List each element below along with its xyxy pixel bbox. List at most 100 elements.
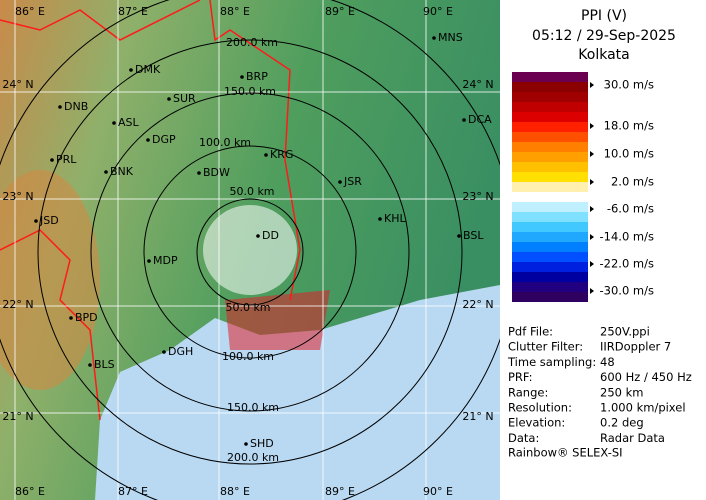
city-label: DMK bbox=[135, 63, 161, 76]
lon-label: 89° E bbox=[325, 485, 355, 498]
ring-label: 150.0 km bbox=[227, 401, 279, 414]
city-dot bbox=[432, 36, 436, 40]
lat-label: 22° N bbox=[2, 298, 33, 311]
city-label: DGH bbox=[168, 345, 193, 358]
info-label: Range: bbox=[508, 385, 548, 399]
city-label: ASL bbox=[118, 116, 140, 129]
city-label: KHL bbox=[384, 212, 406, 225]
city-label: PRL bbox=[56, 153, 77, 166]
legend-arrow bbox=[590, 179, 594, 185]
color-band bbox=[512, 172, 588, 182]
color-band bbox=[512, 292, 588, 302]
lon-label: 89° E bbox=[325, 5, 355, 18]
lat-label: 23° N bbox=[462, 190, 493, 203]
legend-label: -6.0 m/s bbox=[607, 202, 654, 216]
info-label: Clutter Filter: bbox=[508, 340, 583, 354]
color-band bbox=[512, 132, 588, 142]
city-dot bbox=[462, 118, 466, 122]
city-dot bbox=[58, 105, 62, 109]
clutter bbox=[203, 205, 297, 295]
info: Pdf File: 250V.ppi Clutter Filter: IIRDoppl… bbox=[507, 325, 692, 445]
legend-label: -14.0 m/s bbox=[600, 230, 654, 244]
ring-label: 100.0 km bbox=[222, 350, 274, 363]
legend-arrow bbox=[590, 123, 594, 129]
city-label: BDW bbox=[203, 166, 230, 179]
city-dot bbox=[256, 234, 260, 238]
color-band bbox=[512, 112, 588, 122]
color-band bbox=[512, 192, 588, 202]
city-dot bbox=[69, 316, 73, 320]
lat-label: 24° N bbox=[462, 78, 493, 91]
color-band bbox=[512, 162, 588, 172]
ring-label: 150.0 km bbox=[224, 85, 276, 98]
info-label: Resolution: bbox=[508, 401, 572, 415]
info-label: Data: bbox=[508, 431, 539, 445]
city-label: BNK bbox=[110, 165, 134, 178]
lat-label: 22° N bbox=[462, 298, 493, 311]
city-dot bbox=[147, 259, 151, 263]
lon-label: 88° E bbox=[220, 5, 250, 18]
legend-arrow bbox=[590, 206, 594, 212]
city-label: BPD bbox=[75, 311, 98, 324]
color-band bbox=[512, 102, 588, 112]
city-dot bbox=[197, 171, 201, 175]
city-dot bbox=[146, 138, 150, 142]
borders bbox=[0, 0, 301, 421]
city-label: BRP bbox=[246, 70, 268, 83]
info-value: 0.2 deg bbox=[600, 416, 644, 430]
color-band bbox=[512, 212, 588, 222]
color-band bbox=[512, 202, 588, 212]
city-dot bbox=[264, 153, 268, 157]
info-value: Radar Data bbox=[600, 431, 665, 445]
city-label: BSL bbox=[463, 229, 484, 242]
ring-label: 200.0 km bbox=[227, 451, 279, 464]
legend: 30.0 m/s 18.0 m/s 10.0 m/s 2.0 m/s -6.0 m/s -… bbox=[512, 72, 654, 302]
ring-label: 100.0 km bbox=[199, 136, 251, 149]
info-label: Time sampling: bbox=[507, 355, 596, 369]
ring-label: 200.0 km bbox=[226, 36, 278, 49]
city-dot bbox=[88, 363, 92, 367]
info-value: 250V.ppi bbox=[600, 325, 650, 339]
lon-label: 87° E bbox=[118, 485, 148, 498]
legend-arrow bbox=[590, 151, 594, 157]
info-value: 600 Hz / 450 Hz bbox=[600, 370, 692, 384]
legend-label: 10.0 m/s bbox=[604, 147, 654, 161]
city-dot bbox=[167, 97, 171, 101]
city-label: MDP bbox=[153, 254, 178, 267]
info-value: 48 bbox=[600, 355, 615, 369]
city-label: JSD bbox=[39, 214, 59, 227]
city-dot bbox=[244, 442, 248, 446]
legend-label: 2.0 m/s bbox=[611, 175, 654, 189]
city-dot bbox=[112, 121, 116, 125]
color-band bbox=[512, 262, 588, 272]
legend-label: -30.0 m/s bbox=[600, 284, 654, 298]
city-label: DGP bbox=[152, 133, 176, 146]
map: 86° E 86° E 87° E 87° E 88° E 88° E 89° E 89° E… bbox=[0, 0, 516, 500]
legend-label: -22.0 m/s bbox=[600, 257, 654, 271]
color-band bbox=[512, 252, 588, 262]
sea bbox=[95, 285, 500, 500]
title: PPI (V) bbox=[581, 8, 627, 24]
lat-label: 24° N bbox=[2, 78, 33, 91]
city-label: SHD bbox=[250, 437, 274, 450]
lon-label: 86° E bbox=[15, 5, 45, 18]
coast-echo bbox=[225, 290, 330, 350]
legend-label: 18.0 m/s bbox=[604, 119, 654, 133]
lon-label: 88° E bbox=[220, 485, 250, 498]
color-band bbox=[512, 82, 588, 92]
lat-label: 23° N bbox=[2, 190, 33, 203]
color-band bbox=[512, 152, 588, 162]
city-dot bbox=[162, 350, 166, 354]
city-label: BLS bbox=[94, 358, 115, 371]
city-dot bbox=[338, 180, 342, 184]
lat-label: 21° N bbox=[462, 410, 493, 423]
city-label: MNS bbox=[438, 31, 463, 44]
info-label: PRF: bbox=[508, 370, 533, 384]
lon-label: 90° E bbox=[423, 5, 453, 18]
city-dot bbox=[50, 158, 54, 162]
city-label: SUR bbox=[173, 92, 196, 105]
footer: Rainbow® SELEX-SI bbox=[508, 446, 623, 460]
color-band bbox=[512, 222, 588, 232]
city-dot bbox=[240, 75, 244, 79]
